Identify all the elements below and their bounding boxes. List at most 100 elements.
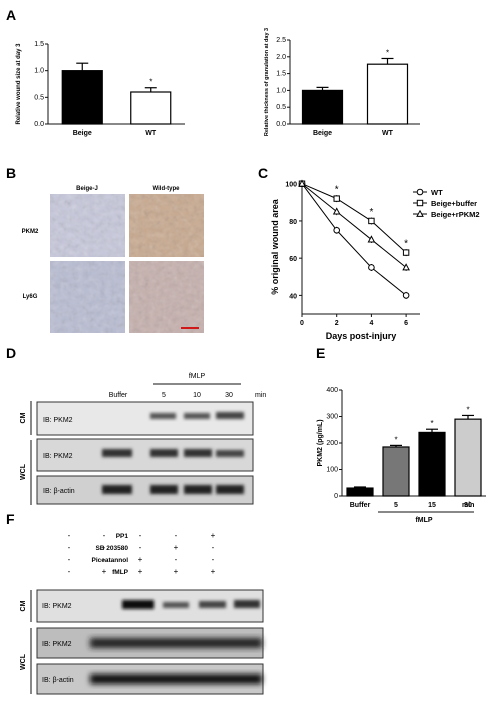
y-tick-label: 2.5 — [276, 37, 286, 44]
micrograph-beige-ly6g — [50, 261, 125, 333]
bar — [130, 91, 172, 125]
treatment-sign: - — [175, 555, 178, 564]
treatment-sign: - — [68, 555, 71, 564]
y-tick-label: 1.0 — [34, 68, 44, 75]
histology-row-label-ly6g: Ly6G — [23, 294, 38, 300]
series-beige-rpkm2 — [298, 179, 410, 271]
data-point — [368, 217, 375, 225]
data-point — [416, 199, 424, 207]
treatment-sign: + — [211, 531, 216, 540]
treatment-row: PP1 - - - - + — [68, 531, 216, 540]
treatment-sign: - — [139, 531, 142, 540]
panel-label-f: F — [6, 511, 15, 527]
panel-label-b: B — [6, 165, 16, 181]
panel-label-a: A — [6, 7, 16, 23]
legend-label: Beige+buffer — [431, 199, 477, 208]
blot-f-actin-label: IB: β-actin — [42, 677, 74, 684]
blot-d-side-cm: CM — [20, 412, 27, 423]
histology-panel: Beige-J Wild-type PKM2 Ly6G — [22, 186, 204, 333]
treatment-label: fMLP — [112, 569, 129, 576]
y-tick-label: 0.5 — [34, 94, 44, 101]
granulation-thickness-bar-chart: 0.0 0.5 1.0 1.5 2.0 2.5 Beige * WT Relative thick… — [264, 28, 420, 137]
y-tick-label: 100 — [326, 467, 338, 474]
treatment-sign: + — [174, 543, 179, 552]
legend-label: WT — [431, 188, 443, 197]
data-point — [416, 209, 424, 217]
legend-entry: Beige+rPKM2 — [413, 209, 480, 219]
blot-d-fmlp-label: fMLP — [189, 373, 206, 380]
y-tick-label: 0.5 — [276, 104, 286, 111]
x-tick-label: 30 — [464, 502, 472, 509]
significance-mark: * — [386, 48, 389, 57]
blot-d-col-buffer: Buffer — [109, 392, 128, 399]
histology-col-label-beige: Beige-J — [76, 186, 98, 192]
blot-d-col-30: 30 — [225, 392, 233, 399]
treatment-sign: - — [68, 567, 71, 576]
blot-d-col-10: 10 — [193, 392, 201, 399]
micrograph-wildtype-pkm2 — [129, 194, 204, 257]
x-tick-label: 2 — [335, 320, 339, 327]
y-axis-label: % original wound area — [270, 198, 280, 295]
bar — [382, 446, 410, 497]
data-point — [298, 179, 306, 187]
x-axis-label: Days post-injury — [326, 331, 397, 341]
fmlp-group-label: fMLP — [415, 517, 432, 524]
panel-label-d: D — [6, 345, 16, 361]
legend-entry: WT — [413, 188, 443, 197]
y-tick-label: 1.5 — [34, 41, 44, 48]
wound-size-bar-chart: 0.0 0.5 1.0 1.5 Beige * WT Relative wound size … — [16, 41, 185, 137]
series-line — [301, 183, 407, 296]
y-tick-label: 0.0 — [276, 121, 286, 128]
x-tick-label: 5 — [394, 502, 398, 509]
series-line — [301, 183, 407, 253]
panel-label-e: E — [316, 345, 325, 361]
treatment-sign: - — [103, 543, 106, 552]
y-tick-label: 60 — [289, 256, 297, 263]
blot-d-col-5: 5 — [162, 392, 166, 399]
y-tick-label: 300 — [326, 414, 338, 421]
x-tick-label: WT — [382, 130, 394, 137]
treatment-sign: + — [174, 567, 179, 576]
histology-row-label-pkm2: PKM2 — [22, 229, 39, 235]
y-tick-label: 2.0 — [276, 54, 286, 61]
blot-f-side-cm: CM — [20, 600, 27, 611]
data-point — [402, 292, 410, 299]
significance-mark: * — [466, 405, 469, 414]
treatment-sign: - — [68, 543, 71, 552]
treatment-label: SB 203580 — [95, 545, 128, 552]
blot-d-wcl-label: IB: PKM2 — [43, 453, 73, 460]
y-tick-label: 80 — [289, 219, 297, 226]
time-unit-label: min — [462, 502, 474, 509]
treatment-sign: - — [103, 555, 106, 564]
bar — [61, 70, 103, 125]
y-tick-label: 400 — [326, 387, 338, 394]
bar — [301, 89, 344, 125]
histology-col-label-wildtype: Wild-type — [153, 186, 181, 192]
y-axis-label: Relative wound size at day 3 — [16, 43, 22, 125]
y-tick-label: 1.0 — [276, 87, 286, 94]
treatment-sign: - — [175, 531, 178, 540]
y-tick-label: 100 — [285, 182, 297, 189]
blot-f-wcl-label: IB: PKM2 — [42, 641, 72, 648]
wound-area-line-chart: 40 60 80 100 0 2 4 6 Days post-injury % original … — [270, 179, 480, 341]
data-point — [416, 188, 424, 196]
treatment-sign: - — [212, 555, 215, 564]
x-tick-label: 4 — [369, 320, 373, 327]
significance-mark: * — [369, 207, 373, 218]
data-point — [367, 235, 376, 243]
significance-mark: * — [335, 185, 339, 196]
data-point — [333, 195, 340, 202]
blot-d-side-wcl: WCL — [20, 463, 27, 480]
significance-mark: * — [149, 78, 152, 87]
y-tick-label: 0.0 — [34, 121, 44, 128]
y-tick-label: 1.5 — [276, 71, 286, 78]
data-point — [332, 207, 341, 215]
legend-entry: Beige+buffer — [413, 199, 477, 208]
treatment-sign: - — [103, 531, 106, 540]
series-line — [301, 183, 407, 268]
treatment-label: PP1 — [116, 533, 129, 540]
blot-d-actin-label: IB: β-actin — [43, 488, 75, 495]
blot-f-side-wcl: WCL — [20, 653, 27, 670]
x-tick-label: WT — [145, 130, 157, 137]
blot-d-unit: min — [255, 392, 266, 399]
